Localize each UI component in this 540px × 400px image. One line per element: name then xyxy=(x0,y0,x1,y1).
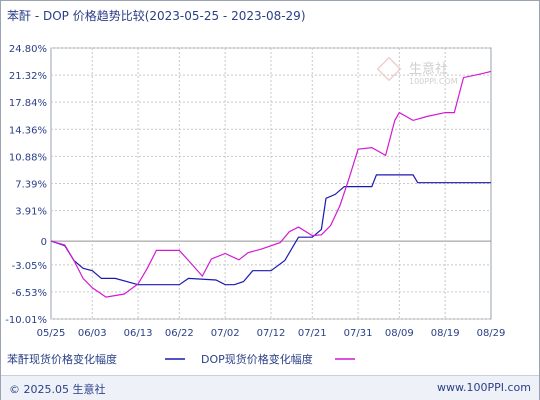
x-tick-label: 08/19 xyxy=(431,328,460,339)
x-axis-ticks: 05/25 06/03 06/13 06/22 07/02 07/12 07/21 07/31… xyxy=(37,328,506,339)
y-tick-label: 24.80% xyxy=(9,44,47,55)
y-tick-label: 0 xyxy=(41,237,47,248)
chart-title: 苯酐 - DOP 价格趋势比较(2023-05-25 - 2023-08-29) xyxy=(7,9,306,23)
watermark-shape xyxy=(376,56,402,82)
copyright-text: © 2025.05 生意社 xyxy=(9,383,106,396)
x-tick-label: 06/03 xyxy=(78,328,107,339)
x-tick-label: 07/31 xyxy=(344,328,373,339)
y-tick-label: -6.53% xyxy=(12,288,47,299)
series-line-1 xyxy=(50,174,491,286)
y-tick-label: -10.01% xyxy=(5,315,47,326)
y-tick-label: 3.91% xyxy=(15,207,47,218)
legend-label-1: 苯酐现货价格变化幅度 xyxy=(7,352,117,366)
legend: 苯酐现货价格变化幅度 DOP现货价格变化幅度 xyxy=(7,352,355,366)
y-tick-label: 10.88% xyxy=(9,152,47,163)
footer-bar: © 2025.05 生意社 www.100PPI.com xyxy=(1,375,539,400)
x-tick-label: 08/29 xyxy=(477,328,506,339)
x-tick-label: 06/22 xyxy=(165,328,194,339)
y-tick-label: 14.36% xyxy=(9,125,47,136)
y-axis-ticks: 24.80% 21.32% 17.84% 14.36% 10.88% 7.39% 3.91%… xyxy=(5,44,47,326)
watermark-text: 生意社 xyxy=(409,61,448,77)
x-tick-label: 07/02 xyxy=(211,328,240,339)
x-tick-label: 06/13 xyxy=(124,328,153,339)
legend-label-2: DOP现货价格变化幅度 xyxy=(201,352,313,366)
series-lines xyxy=(50,70,492,298)
x-tick-label: 07/21 xyxy=(298,328,327,339)
watermark-subtext: 100PPI.COM xyxy=(409,77,458,86)
grid-lines xyxy=(50,47,492,320)
y-tick-label: 21.32% xyxy=(9,71,47,82)
line-chart: 生意社 100PPI.COM 24.80% 21.32% 17.84% 14.36% 1… xyxy=(5,44,506,366)
y-tick-label: 17.84% xyxy=(9,98,47,109)
x-tick-label: 05/25 xyxy=(37,328,66,339)
y-tick-label: 7.39% xyxy=(15,180,47,191)
website-link[interactable]: www.100PPI.com xyxy=(437,381,531,394)
x-tick-label: 08/09 xyxy=(385,328,414,339)
series-line-2 xyxy=(50,70,492,298)
x-tick-label: 07/12 xyxy=(257,328,286,339)
y-tick-label: -3.05% xyxy=(12,261,47,272)
watermark-logo: 生意社 100PPI.COM xyxy=(376,56,458,86)
